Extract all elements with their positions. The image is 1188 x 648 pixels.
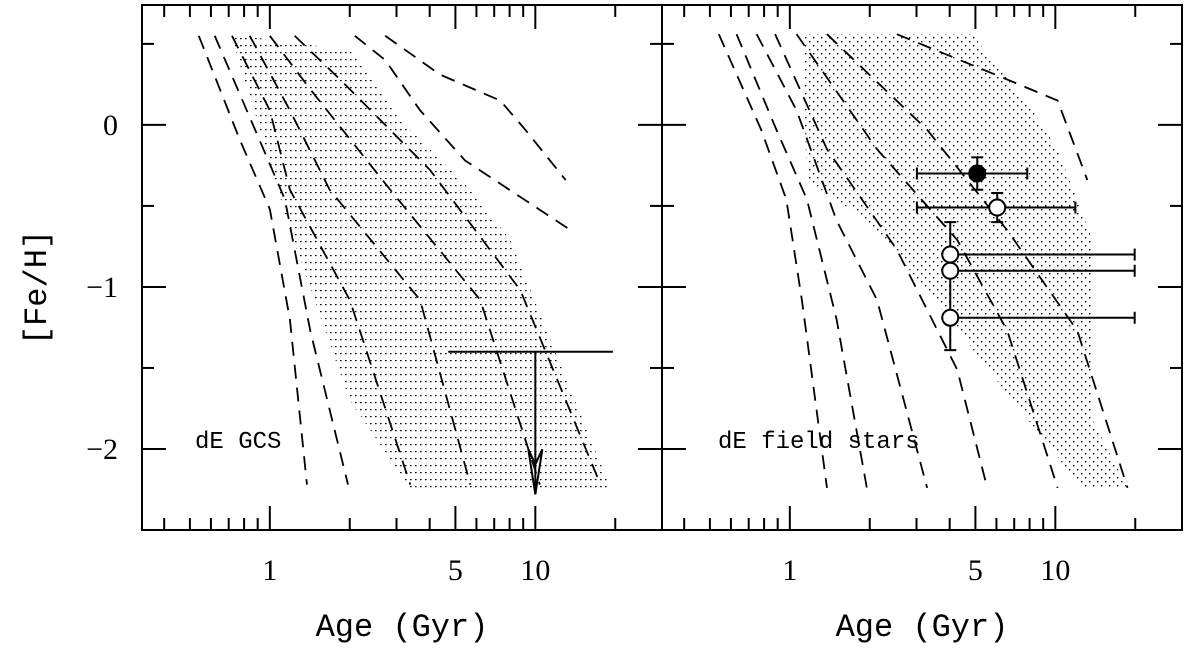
y-tick-label: 0 — [103, 109, 118, 142]
model-line — [197, 35, 308, 485]
model-line — [231, 35, 412, 485]
model-line — [795, 33, 1059, 489]
model-line — [248, 35, 472, 485]
x-tick-label: 5 — [968, 554, 983, 587]
model-line — [826, 33, 1129, 489]
x-tick-label: 1 — [262, 554, 277, 587]
model-line — [774, 33, 989, 489]
data-point — [941, 261, 960, 280]
y-axis-label: [Fe/H] — [19, 230, 56, 345]
x-axis-label: Age (Gyr) — [836, 609, 1009, 646]
x-tick-label: 1 — [782, 554, 797, 587]
panel — [197, 34, 613, 495]
shaded-region — [230, 34, 611, 488]
x-tick-label: 10 — [1040, 554, 1070, 587]
model-line — [384, 35, 567, 181]
model-line — [755, 33, 929, 489]
annotation: dE field stars — [718, 429, 920, 456]
x-tick-label: 10 — [520, 554, 550, 587]
x-tick-label: 5 — [448, 554, 463, 587]
plot-frame — [661, 4, 1183, 531]
y-tick-label: −1 — [86, 271, 118, 304]
model-line — [896, 33, 1089, 181]
arrow-head — [527, 448, 544, 495]
data-point — [988, 198, 1007, 217]
annotation: dE GCS — [195, 429, 281, 456]
model-line — [735, 33, 868, 489]
data-point — [941, 308, 960, 327]
data-point — [941, 245, 960, 264]
model-line — [717, 33, 828, 488]
model-line — [269, 35, 541, 485]
shaded-region — [801, 34, 1128, 488]
model-line — [354, 35, 572, 231]
panel — [717, 33, 1136, 489]
data-point — [968, 164, 987, 183]
model-line — [294, 35, 602, 485]
x-axis-label: Age (Gyr) — [316, 609, 489, 646]
y-tick-label: −2 — [86, 433, 118, 466]
